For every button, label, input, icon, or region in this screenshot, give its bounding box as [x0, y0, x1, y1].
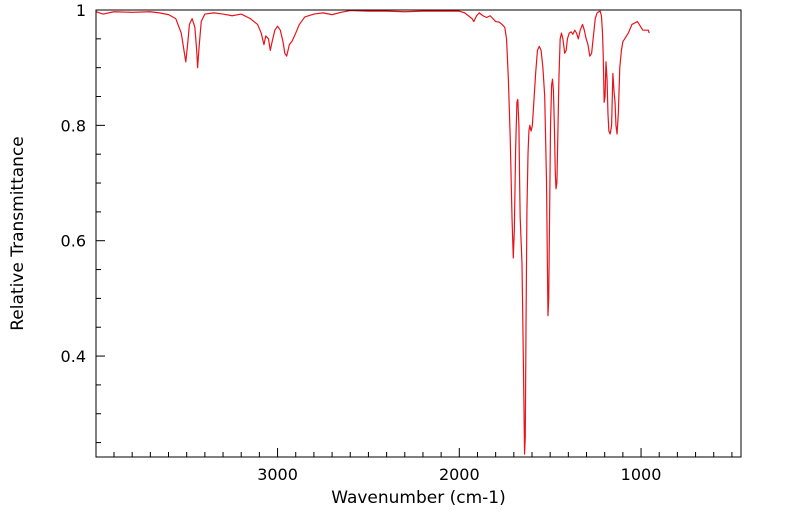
x-tick-label: 1000 — [621, 465, 662, 484]
y-tick-label: 0.8 — [61, 116, 86, 135]
y-tick-label: 0.6 — [61, 232, 86, 251]
plot-frame — [95, 9, 742, 458]
tick-marks — [96, 9, 733, 457]
series-layer — [96, 10, 650, 455]
x-axis-title: Wavenumber (cm-1) — [331, 488, 506, 508]
y-tick-label: 0.4 — [61, 347, 86, 366]
y-axis-title: Relative Transmittance — [8, 136, 28, 331]
series-line — [96, 10, 650, 455]
x-tick-label: 3000 — [257, 465, 298, 484]
tick-labels: 3000 2000 1000 0.4 0.6 0.8 1 — [61, 1, 662, 484]
y-tick-label: 1 — [76, 1, 86, 20]
x-tick-label: 2000 — [439, 465, 480, 484]
